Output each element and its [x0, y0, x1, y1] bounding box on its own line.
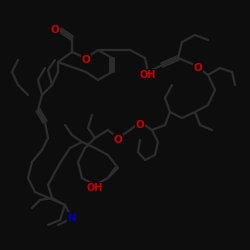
Text: OH: OH — [87, 183, 103, 193]
Text: O: O — [194, 63, 202, 73]
Text: O: O — [136, 120, 144, 130]
Text: O: O — [50, 25, 59, 35]
Text: N: N — [68, 213, 76, 223]
Text: O: O — [82, 55, 90, 65]
Text: OH: OH — [140, 70, 156, 80]
Text: O: O — [114, 135, 122, 145]
